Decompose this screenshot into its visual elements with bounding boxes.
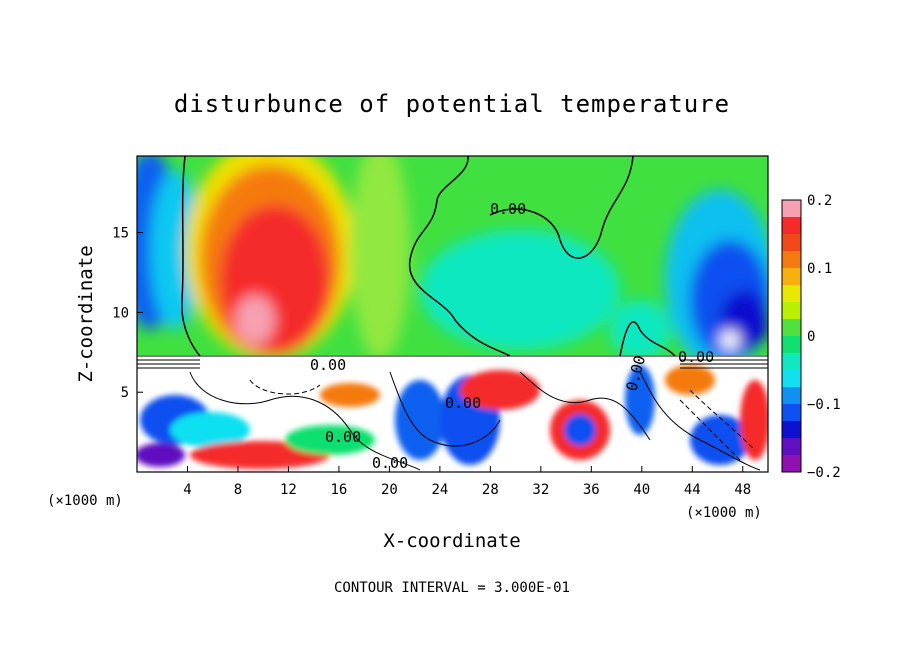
x-tick-label: 40 [633,482,650,498]
x-tick-label: 4 [183,482,191,498]
contour-label: 0.00 [445,394,481,412]
x-axis-ticks: 4 8 12 16 20 24 28 32 36 40 44 48 [183,466,751,498]
colorbar-swatch [782,336,801,354]
colorbar-swatch [782,285,801,303]
y-tick-label: 5 [121,385,129,401]
x-tick-label: 36 [583,482,600,498]
contour-label: 0.00 [490,200,526,218]
interface-band [137,355,768,369]
colorbar-swatch [782,251,801,269]
colorbar [781,199,802,473]
contour-interval-note: CONTOUR INTERVAL = 3.000E-01 [334,580,570,596]
colorbar-tick-label: 0.1 [807,261,832,277]
y-axis-label: Z-coordinate [75,245,97,382]
lower-field [137,355,768,472]
colorbar-swatch [782,268,801,286]
x-tick-label: 28 [482,482,499,498]
x-tick-label: 24 [431,482,448,498]
x-tick-label: 20 [381,482,398,498]
x-axis-label: X-coordinate [383,530,520,552]
colorbar-tick-label: 0 [807,329,815,345]
contour-label: 0.00 [372,454,408,472]
x-tick-label: 8 [234,482,242,498]
lower-contours [189,371,761,471]
contour-lines [181,156,676,357]
plot-area: 0.00 0.00 0.00 0.00 0.00 0.00 0.00 [137,156,768,472]
colorbar-swatch [782,387,801,405]
y-axis-ticks: 5 10 15 [112,226,143,401]
contour-label: 0.00 [310,356,346,374]
x-tick-label: 48 [734,482,751,498]
colorbar-ticks: 0.2 0.1 0 −0.1 −0.2 [807,193,841,481]
upper-field [137,156,768,370]
x-tick-label: 32 [532,482,549,498]
colorbar-frame [781,199,802,473]
colorbar-tick-label: −0.1 [807,397,841,413]
colorbar-swatch [782,217,801,235]
colorbar-swatch [782,404,801,422]
colorbar-tick-label: 0.2 [807,193,832,209]
colorbar-swatch [782,302,801,320]
chart-title: disturbunce of potential temperature [174,90,730,118]
colorbar-swatch [782,370,801,388]
x-unit-left: (×1000 m) [47,493,123,509]
contour-label: 0.00 [678,348,714,366]
x-tick-label: 16 [330,482,347,498]
colorbar-tick-label: −0.2 [807,465,841,481]
colorbar-swatch [782,421,801,439]
colorbar-swatch [782,455,801,473]
colorbar-swatch [782,234,801,252]
contour-label: 0.00 [325,428,361,446]
colorbar-swatch [782,200,801,218]
x-tick-label: 12 [280,482,297,498]
y-tick-label: 10 [112,305,129,321]
plot-frame [136,155,769,473]
colorbar-swatch [782,438,801,456]
colorbar-swatch [782,319,801,337]
colorbar-swatch [782,353,801,371]
x-unit-right: (×1000 m) [686,505,762,521]
x-tick-label: 44 [684,482,701,498]
y-tick-label: 15 [112,226,129,242]
